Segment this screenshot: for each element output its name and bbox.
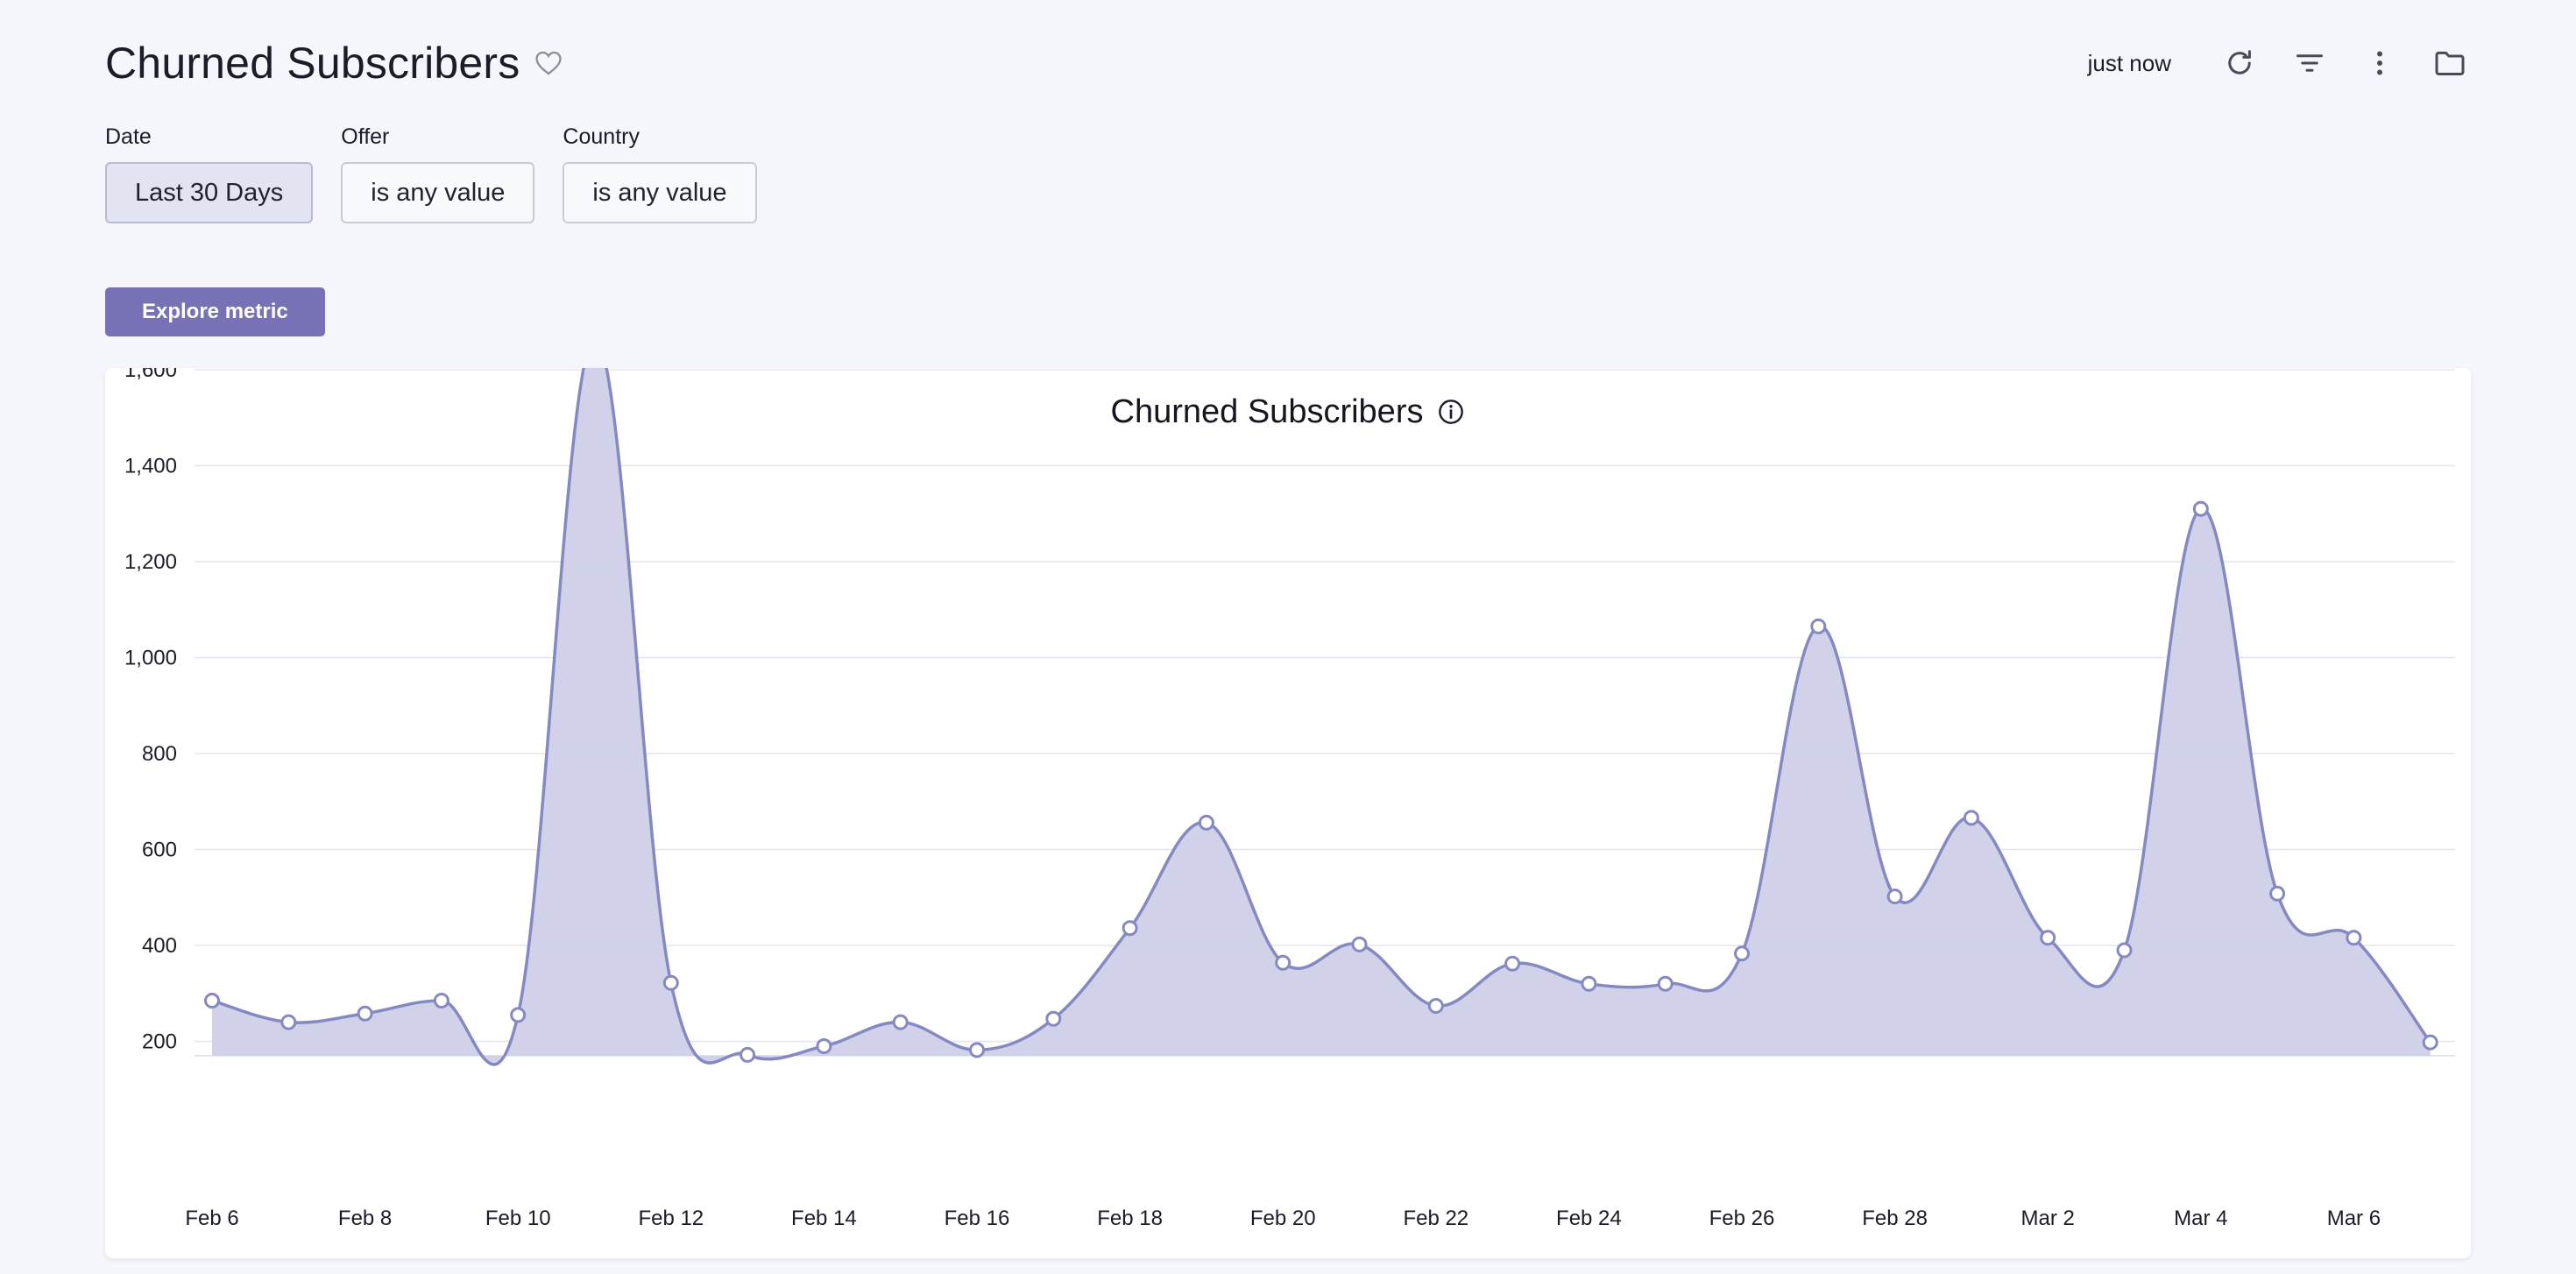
offer-filter: Offer is any value bbox=[341, 124, 535, 223]
explore-metric-button[interactable]: Explore metric bbox=[105, 287, 325, 336]
data-point[interactable] bbox=[969, 1042, 985, 1058]
y-tick-label: 600 bbox=[142, 839, 177, 862]
data-point[interactable] bbox=[1810, 618, 1827, 634]
series-points bbox=[204, 500, 2438, 1063]
y-tick-label: 200 bbox=[142, 1030, 177, 1054]
data-point[interactable] bbox=[1198, 814, 1214, 831]
data-point[interactable] bbox=[1963, 810, 1979, 826]
data-point[interactable] bbox=[204, 992, 220, 1009]
filter-bar: Date Last 30 Days Offer is any value Cou… bbox=[105, 124, 757, 223]
chart-card: 200 400 600 800 1,000 1,200 1,400 1,600 Feb 6 Fe… bbox=[105, 368, 2471, 1258]
offer-filter-button[interactable]: is any value bbox=[341, 162, 535, 223]
data-point[interactable] bbox=[433, 992, 449, 1009]
filter-icon[interactable] bbox=[2294, 47, 2325, 79]
heart-icon[interactable] bbox=[534, 48, 563, 78]
x-axis: Feb 6 Feb 8 Feb 10 Feb 12 Feb 14 Feb 16 Feb 18… bbox=[185, 1207, 2381, 1230]
page-title: Churned Subscribers bbox=[105, 39, 520, 88]
data-point[interactable] bbox=[892, 1014, 909, 1030]
data-point[interactable] bbox=[2040, 930, 2056, 946]
data-point[interactable] bbox=[1351, 936, 1368, 952]
x-tick-label: Feb 14 bbox=[791, 1207, 857, 1230]
data-point[interactable] bbox=[280, 1014, 297, 1030]
data-point[interactable] bbox=[1886, 888, 1903, 905]
series-area bbox=[212, 368, 2431, 1065]
y-tick-label: 1,600 bbox=[124, 368, 177, 382]
data-point[interactable] bbox=[1122, 920, 1138, 937]
data-point[interactable] bbox=[816, 1037, 832, 1054]
offer-filter-label: Offer bbox=[341, 124, 390, 149]
data-point[interactable] bbox=[510, 1007, 527, 1023]
data-point[interactable] bbox=[1657, 975, 1674, 992]
x-tick-label: Feb 28 bbox=[1862, 1207, 1928, 1230]
more-vertical-icon[interactable] bbox=[2364, 47, 2396, 79]
data-point[interactable] bbox=[2422, 1034, 2438, 1051]
data-point[interactable] bbox=[740, 1046, 756, 1063]
x-tick-label: Feb 26 bbox=[1709, 1207, 1775, 1230]
x-tick-label: Feb 6 bbox=[185, 1207, 238, 1230]
data-point[interactable] bbox=[357, 1005, 373, 1022]
x-tick-label: Feb 24 bbox=[1556, 1207, 1622, 1230]
folder-button[interactable] bbox=[2429, 42, 2471, 84]
filter-button[interactable] bbox=[2289, 42, 2331, 84]
last-updated-text: just now bbox=[2087, 49, 2171, 76]
data-point[interactable] bbox=[1581, 975, 1597, 992]
data-point[interactable] bbox=[1427, 997, 1444, 1014]
y-tick-label: 1,400 bbox=[124, 455, 177, 478]
chart-title: Churned Subscribers bbox=[1110, 393, 1424, 430]
header-actions: just now bbox=[2088, 32, 2471, 95]
y-axis: 200 400 600 800 1,000 1,200 1,400 1,600 bbox=[124, 368, 177, 1054]
date-filter-label: Date bbox=[105, 124, 152, 149]
page-header: Churned Subscribers just now bbox=[105, 32, 2471, 95]
data-point[interactable] bbox=[2269, 885, 2286, 902]
x-tick-label: Mar 6 bbox=[2327, 1207, 2381, 1230]
x-tick-label: Feb 12 bbox=[638, 1207, 704, 1230]
x-tick-label: Feb 22 bbox=[1403, 1207, 1468, 1230]
data-point[interactable] bbox=[1045, 1010, 1062, 1027]
refresh-button[interactable] bbox=[2219, 42, 2261, 84]
chart-title-row: Churned Subscribers bbox=[105, 387, 2471, 436]
favorite-button[interactable] bbox=[534, 48, 563, 78]
data-point[interactable] bbox=[1734, 945, 1750, 962]
country-filter: Country is any value bbox=[563, 124, 757, 223]
data-point[interactable] bbox=[1504, 955, 1521, 972]
x-tick-label: Feb 16 bbox=[945, 1207, 1010, 1230]
x-tick-label: Feb 20 bbox=[1250, 1207, 1316, 1230]
chart-info-button[interactable] bbox=[1437, 398, 1465, 426]
date-filter-button[interactable]: Last 30 Days bbox=[105, 162, 314, 223]
data-point[interactable] bbox=[662, 974, 679, 991]
x-tick-label: Feb 8 bbox=[338, 1207, 392, 1230]
info-icon[interactable] bbox=[1437, 398, 1465, 426]
x-tick-label: Mar 2 bbox=[2021, 1207, 2075, 1230]
more-options-button[interactable] bbox=[2359, 42, 2401, 84]
y-tick-label: 1,200 bbox=[124, 550, 177, 574]
y-tick-label: 400 bbox=[142, 934, 177, 958]
date-filter: Date Last 30 Days bbox=[105, 124, 314, 223]
data-point[interactable] bbox=[2346, 930, 2362, 946]
country-filter-button[interactable]: is any value bbox=[563, 162, 757, 223]
x-tick-label: Mar 4 bbox=[2174, 1207, 2227, 1230]
data-point[interactable] bbox=[2116, 942, 2133, 959]
folder-icon[interactable] bbox=[2432, 46, 2467, 81]
country-filter-label: Country bbox=[563, 124, 640, 149]
y-tick-label: 1,000 bbox=[124, 647, 177, 670]
y-tick-label: 800 bbox=[142, 742, 177, 766]
data-point[interactable] bbox=[2192, 500, 2209, 517]
x-tick-label: Feb 10 bbox=[485, 1207, 551, 1230]
refresh-icon[interactable] bbox=[2224, 47, 2255, 79]
x-tick-label: Feb 18 bbox=[1097, 1207, 1163, 1230]
data-point[interactable] bbox=[1275, 954, 1292, 971]
